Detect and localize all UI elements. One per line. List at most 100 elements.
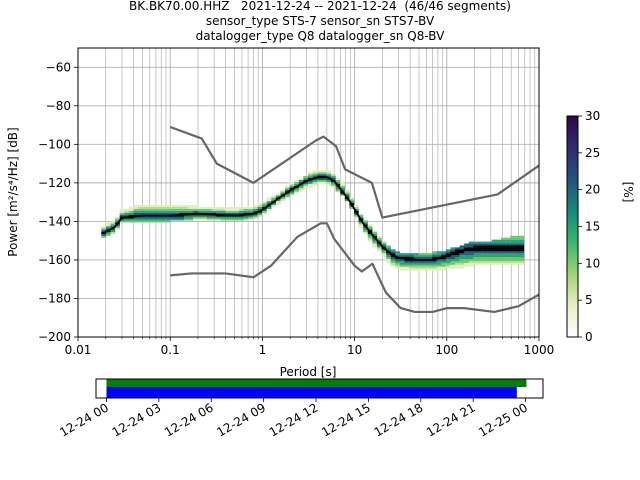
colorbar: 0 5 10 15 20 25 30 [%]	[566, 109, 635, 344]
density-cell	[234, 218, 240, 221]
density-cell	[381, 249, 387, 252]
density-cell	[487, 245, 492, 248]
density-cell	[464, 251, 470, 254]
density-cell	[441, 253, 447, 256]
coverage-tick-label: 12-24 00	[57, 400, 111, 439]
density-cell	[170, 212, 176, 215]
density-cell	[326, 170, 332, 173]
density-cell	[271, 197, 277, 200]
density-cell	[450, 266, 456, 269]
density-cell	[340, 181, 345, 184]
density-cell	[455, 266, 460, 269]
density-cell	[427, 264, 433, 267]
density-cell	[156, 220, 162, 223]
density-cell	[432, 264, 437, 267]
density-cell	[298, 178, 304, 181]
density-cell	[101, 233, 107, 236]
density-cell	[399, 262, 405, 265]
density-cell	[119, 210, 125, 213]
density-cell	[367, 235, 373, 238]
density-cell	[321, 179, 327, 182]
density-cell	[156, 206, 162, 209]
density-cell	[331, 185, 336, 188]
density-cell	[344, 191, 350, 194]
density-cell	[298, 181, 304, 184]
density-cell	[193, 208, 198, 211]
density-cell	[105, 231, 111, 234]
density-cell	[445, 253, 451, 256]
density-cell	[151, 206, 157, 209]
density-cell	[317, 179, 323, 182]
density-cell	[432, 262, 437, 265]
density-cell	[312, 172, 318, 175]
density-cell	[487, 243, 492, 246]
density-cell	[183, 210, 189, 213]
density-cell	[243, 210, 249, 213]
density-cell	[308, 185, 313, 188]
density-cell	[491, 255, 497, 258]
density-cell	[289, 183, 295, 186]
colorbar-label: [%]	[621, 182, 635, 203]
density-cell	[179, 210, 185, 213]
density-cell	[211, 210, 217, 213]
density-cell	[363, 231, 368, 234]
y-tick-label: −160	[38, 253, 71, 267]
density-cell	[216, 208, 221, 211]
x-tick-label: 1	[259, 343, 267, 357]
density-cell	[147, 220, 153, 223]
density-cell	[248, 216, 254, 219]
density-cell	[468, 258, 474, 261]
density-cell	[491, 245, 497, 248]
density-cell	[252, 210, 258, 213]
density-cell	[165, 208, 171, 211]
density-cell	[381, 245, 387, 248]
density-cell	[133, 212, 139, 215]
density-cell	[376, 249, 382, 252]
density-cell	[179, 204, 185, 207]
density-cell	[170, 210, 176, 213]
density-cell	[390, 258, 396, 261]
density-cell	[395, 264, 401, 267]
density-cell	[335, 178, 341, 181]
density-cell	[450, 262, 456, 265]
density-cell	[519, 237, 525, 240]
density-cell	[147, 216, 153, 219]
density-cell	[496, 260, 502, 263]
density-cell	[335, 179, 341, 182]
density-cell	[468, 264, 474, 267]
x-tick-label: 10	[347, 343, 362, 357]
density-cell	[248, 214, 254, 217]
density-cell	[151, 212, 157, 215]
density-cell	[174, 210, 180, 213]
density-cell	[101, 226, 107, 229]
density-cell	[128, 208, 134, 211]
density-cell	[349, 199, 355, 202]
density-cell	[363, 230, 368, 233]
density-cell	[234, 210, 240, 213]
density-cell	[188, 218, 194, 221]
density-cell	[455, 253, 460, 256]
density-cell	[478, 260, 483, 263]
density-cell	[303, 178, 309, 181]
density-cell	[257, 203, 263, 206]
density-cell	[294, 191, 300, 194]
y-tick-label: −100	[38, 137, 71, 151]
density-cell	[179, 218, 185, 221]
density-cell	[468, 255, 474, 258]
density-cell	[395, 251, 401, 254]
y-tick-label: −60	[46, 60, 71, 74]
coverage-tick-label: 12-24 21	[424, 400, 478, 439]
density-cell	[510, 245, 515, 248]
density-cell	[459, 266, 465, 269]
density-cell	[418, 268, 424, 271]
density-cell	[505, 239, 511, 242]
density-cell	[514, 249, 520, 252]
density-cell	[422, 262, 428, 265]
density-cell	[510, 257, 515, 260]
density-cell	[206, 210, 212, 213]
density-cell	[500, 255, 506, 258]
density-cell	[519, 243, 525, 246]
density-cell	[344, 189, 350, 192]
density-cell	[432, 266, 437, 269]
density-cell	[211, 216, 217, 219]
